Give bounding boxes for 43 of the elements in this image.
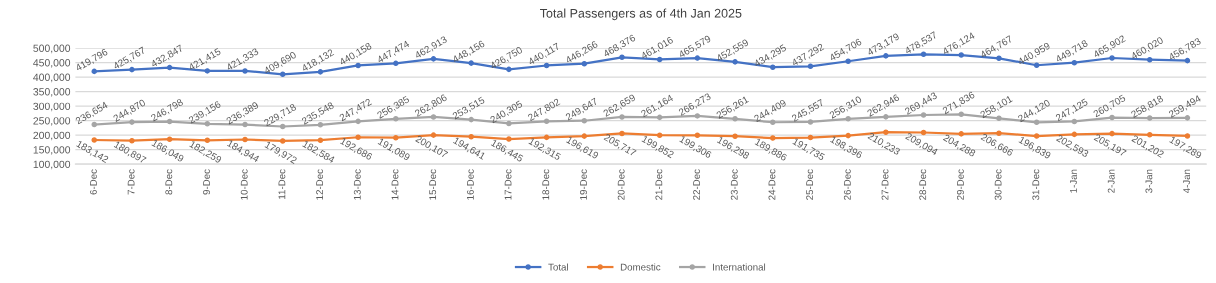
legend-label: Domestic [620, 263, 661, 271]
y-tick-label: 250,000 [33, 117, 71, 126]
legend-label: Total [548, 263, 568, 271]
x-tick-label: 28-Dec [919, 169, 927, 200]
x-tick-label: 4-Jan [1183, 169, 1191, 194]
y-tick-label: 150,000 [33, 146, 71, 155]
y-tick-label: 100,000 [33, 160, 71, 170]
x-tick-label: 29-Dec [956, 169, 964, 200]
x-tick-label: 26-Dec [843, 169, 851, 200]
x-tick-label: 25-Dec [806, 169, 814, 200]
x-tick-label: 8-Dec [165, 169, 173, 195]
x-tick-label: 10-Dec [240, 169, 248, 200]
y-tick-label: 400,000 [33, 73, 71, 83]
x-tick-label: 2-Jan [1107, 169, 1115, 193]
y-tick-label: 500,000 [33, 44, 71, 54]
y-tick-label: 200,000 [33, 131, 71, 141]
x-tick-label: 22-Dec [693, 169, 700, 200]
x-tick-label: 17-Dec [504, 169, 512, 200]
y-tick-label: 300,000 [33, 102, 71, 112]
x-tick-label: 30-Dec [994, 169, 1002, 200]
x-tick-label: 16-Dec [466, 169, 474, 200]
y-tick-label: 350,000 [33, 88, 71, 97]
x-tick-label: 31-Dec [1032, 169, 1040, 200]
x-tick-label: 3-Jan [1145, 169, 1153, 193]
x-tick-label: 6-Dec [89, 169, 97, 195]
x-tick-label: 19-Dec [580, 169, 587, 200]
x-tick-label: 14-Dec [391, 169, 399, 200]
x-tick-label: 11-Dec [278, 169, 286, 199]
x-tick-label: 15-Dec [429, 169, 437, 200]
x-tick-label: 23-Dec [730, 169, 738, 200]
x-tick-label: 9-Dec [203, 169, 210, 195]
x-tick-label: 21-Dec [655, 169, 663, 200]
x-tick-label: 24-Dec [768, 169, 776, 200]
x-tick-label: 18-Dec [542, 169, 550, 200]
x-tick-label: 13-Dec [353, 169, 361, 200]
legend-label: International [713, 263, 766, 271]
x-tick-label: 20-Dec [617, 169, 625, 200]
y-tick-label: 450,000 [33, 59, 71, 68]
x-tick-label: 12-Dec [316, 169, 324, 200]
x-tick-label: 7-Dec [127, 169, 135, 195]
x-tick-label: 27-Dec [881, 169, 889, 200]
chart-title: Total Passengers as of 4th Jan 2025 [540, 8, 742, 21]
x-tick-label: 1-Jan [1070, 169, 1077, 193]
